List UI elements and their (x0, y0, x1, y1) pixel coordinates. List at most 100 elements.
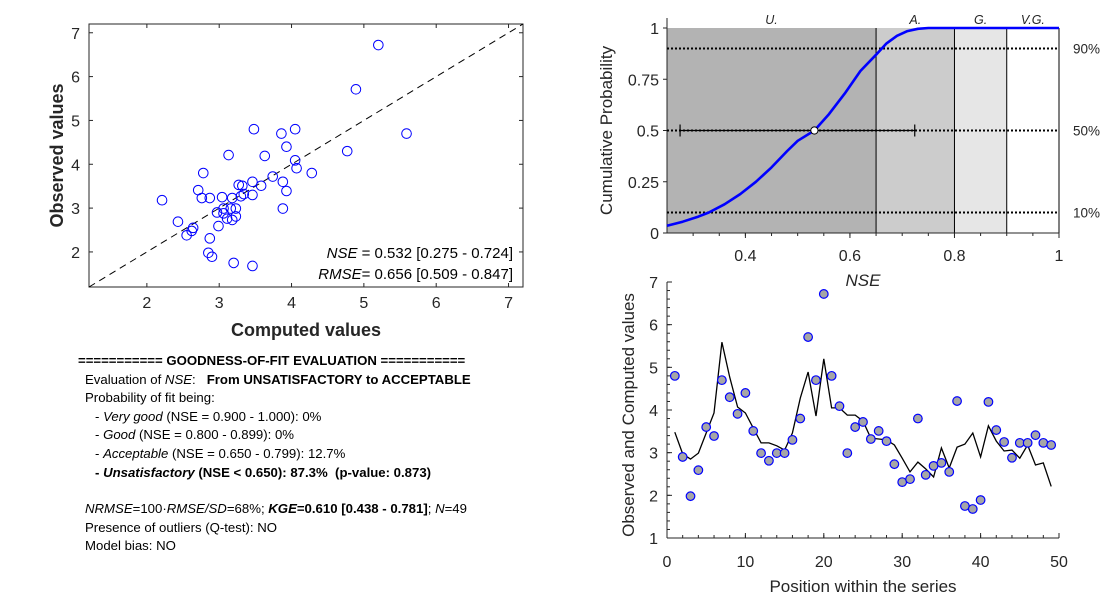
scatter-point (216, 191, 228, 203)
observed-point (920, 469, 931, 480)
scatter-point (235, 190, 247, 202)
y-tick-label: 2 (649, 488, 658, 505)
observed-point (701, 422, 712, 432)
region-label: V.G. (1021, 13, 1045, 27)
scatter-point (228, 257, 239, 269)
observed-point (1022, 437, 1033, 448)
scatter-point (277, 203, 289, 214)
scatter-point (276, 128, 287, 139)
observed-point (889, 459, 900, 470)
x-axis-label: Position within the series (769, 577, 956, 596)
metrics-line: NRMSE=100·RMSE/SD=68%; KGE=0.610 [0.438 … (85, 501, 467, 517)
observed-point (795, 413, 806, 424)
scatter-point (306, 167, 318, 179)
scatter-point (204, 192, 216, 204)
observed-point (756, 448, 766, 458)
x-tick-label: 0 (663, 554, 672, 571)
class-very-good: - Very good (NSE = 0.900 - 1.000): 0% (95, 408, 322, 424)
x-axis-label: NSE (846, 271, 882, 290)
observed-point (858, 417, 868, 427)
scatter-point (187, 222, 199, 234)
region-label: U. (765, 13, 778, 27)
scatter-point (267, 171, 279, 182)
percentile-label: 50% (1073, 124, 1100, 139)
series-plot: 1 2 3 4 5 6 7 0 10 20 30 40 50 Position within the se… (619, 275, 1068, 596)
observed-point (803, 332, 814, 342)
goodness-of-fit-report: =========== GOODNESS-OF-FIT EVALUATION =… (78, 352, 548, 556)
y-tick-label: 0.25 (628, 175, 659, 192)
region-label: G. (974, 13, 987, 27)
y-tick-label: 6 (71, 70, 80, 87)
observed-point (787, 434, 798, 445)
observed-point (779, 448, 790, 458)
scatter-point (203, 247, 214, 259)
scatter-point (230, 203, 242, 214)
class-good: - Good (NSE = 0.800 - 0.899): 0% (95, 427, 295, 443)
scatter-point (289, 155, 301, 166)
observed-point (818, 289, 829, 299)
observed-point (881, 436, 892, 447)
observed-point (944, 466, 955, 477)
observed-point (975, 495, 986, 505)
observed-point (991, 425, 1002, 435)
scatter-point (350, 84, 362, 95)
observed-point (967, 504, 978, 514)
observed-point (865, 434, 876, 444)
x-tick-label: 50 (1050, 554, 1068, 571)
scatter-point (255, 180, 267, 192)
observed-point (826, 370, 837, 381)
observed-point (952, 396, 962, 406)
observed-point (748, 426, 759, 436)
outliers-line: Presence of outliers (Q-test): NO (85, 519, 278, 535)
scatter-point (196, 192, 208, 204)
y-tick-label: 4 (649, 403, 658, 420)
y-tick-label: 5 (649, 360, 658, 377)
scatter-point (213, 220, 224, 232)
observed-point (842, 448, 853, 458)
scatter-point (237, 180, 248, 192)
probability-title: Probability of fit being: (85, 390, 215, 406)
scatter-point (172, 216, 184, 227)
computed-line (674, 342, 1052, 487)
y-axis-label: Observed values (47, 83, 67, 227)
percentile-label: 10% (1073, 206, 1100, 221)
observed-point (1038, 437, 1049, 448)
scatter-plot: 2 3 4 5 6 7 2 3 4 5 6 7 Computed values Observed valu… (47, 23, 524, 340)
evaluation-line: Evaluation of NSE: From UNSATISFACTORY t… (85, 371, 471, 387)
scatter-point (233, 179, 245, 191)
y-tick-label: 2 (71, 245, 80, 262)
y-tick-label: 1 (650, 21, 659, 38)
evaluation-result: From UNSATISFACTORY to ACCEPTABLE (206, 371, 471, 387)
scatter-point (211, 207, 223, 218)
y-tick-label: 3 (649, 446, 658, 463)
x-axis-label: Computed values (231, 320, 381, 340)
x-tick-label: 2 (142, 295, 151, 312)
y-tick-label: 3 (71, 201, 80, 218)
scatter-point (248, 123, 260, 135)
nse-annotation: NSE = 0.532 [0.275 - 0.724] (327, 245, 513, 262)
scatter-point (218, 203, 229, 214)
scatter-point (247, 260, 258, 272)
report-header: =========== GOODNESS-OF-FIT EVALUATION =… (78, 353, 466, 368)
scatter-point (226, 192, 238, 204)
class-acceptable: - Acceptable (NSE = 0.650 - 0.799): 12.7… (95, 445, 346, 461)
observed-point (905, 474, 915, 485)
x-tick-label: 40 (972, 554, 990, 571)
x-tick-label: 4 (287, 295, 296, 312)
x-tick-label: 0.4 (734, 248, 756, 265)
scatter-point (204, 233, 216, 244)
scatter-point (277, 176, 289, 188)
observed-point (834, 401, 845, 412)
rmse-annotation: RMSE= 0.656 [0.509 - 0.847] (318, 266, 513, 283)
y-tick-label: 1 (649, 531, 658, 548)
x-tick-label: 0.6 (839, 248, 861, 265)
scatter-point (289, 123, 301, 135)
x-tick-label: 3 (215, 295, 224, 312)
cdf-plot: U. A. G. V.G. 90% 50% 10% 0 0.25 0.5 0.75 1 0.4 0.6 0.… (597, 13, 1100, 290)
observed-point (685, 491, 696, 502)
observed-point (693, 465, 704, 476)
observed-point (999, 437, 1010, 447)
scatter-point (259, 150, 271, 162)
median-point (810, 126, 819, 135)
scatter-point (291, 162, 302, 174)
